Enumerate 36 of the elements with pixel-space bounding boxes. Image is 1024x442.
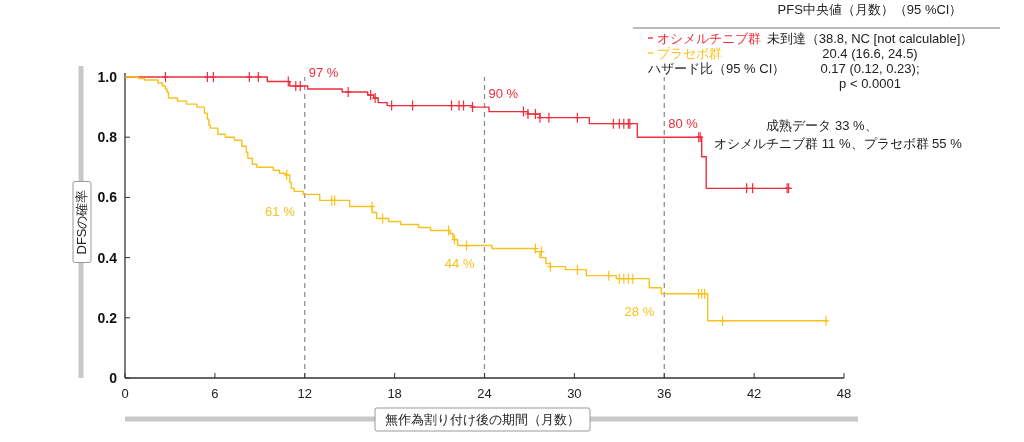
- legend-label: オシメルチニブ群: [657, 31, 761, 46]
- data-label: 44 %: [444, 255, 475, 271]
- annotation: 成熟データ 33 %、: [766, 118, 878, 133]
- y-axis-title: DFSの確率: [74, 189, 89, 255]
- y-tick-label: 1.0: [97, 69, 118, 85]
- annotation: オシメルチニブ群 11 %、プラセボ群 55 %: [714, 136, 963, 151]
- text: ハザード比（95 % CI）: [647, 61, 786, 76]
- data-label: 61 %: [265, 204, 296, 220]
- x-tick-label: 6: [211, 386, 219, 401]
- y-tick-label: 0.6: [97, 189, 118, 206]
- x-tick-label: 42: [746, 386, 762, 401]
- data-label: 90 %: [488, 86, 519, 102]
- annotation: p < 0.0001: [839, 76, 901, 91]
- y-tick-label: 0.8: [97, 129, 118, 146]
- text: 20.4 (16.6, 24.5): [822, 46, 918, 61]
- data-label: 28 %: [624, 303, 655, 319]
- point: [531, 108, 540, 120]
- y-tick-label: 0.4: [97, 249, 118, 266]
- data-label: 97 %: [308, 65, 339, 81]
- x-tick-label: 24: [477, 386, 492, 401]
- legend-title: PFS中央値（月数）（95 %CI）: [777, 2, 963, 17]
- point: [468, 101, 477, 113]
- text: 未到達（38.8, NC [not calculable]）: [766, 31, 974, 46]
- x-axis-title: 無作為割り付け後の期間（月数）: [385, 412, 580, 427]
- text: 0.17 (0.12, 0.23);: [820, 61, 920, 76]
- x-tick-label: 0: [121, 386, 129, 401]
- point: [161, 71, 170, 83]
- x-tick-label: 48: [836, 386, 852, 401]
- data-label: 80 %: [668, 116, 699, 132]
- x-tick-label: 12: [297, 386, 312, 401]
- x-tick-label: 18: [387, 386, 402, 401]
- y-tick-label: 0: [109, 370, 118, 386]
- legend-label: プラセボ群: [657, 46, 722, 61]
- x-tick-label: 36: [657, 386, 672, 401]
- x-tick-label: 30: [567, 386, 582, 401]
- y-tick-label: 0.2: [97, 309, 118, 326]
